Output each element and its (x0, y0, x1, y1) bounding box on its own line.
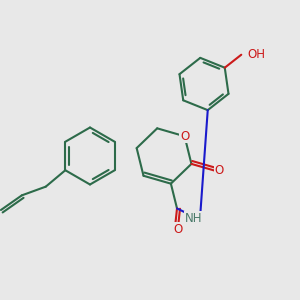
Text: O: O (214, 164, 224, 177)
Text: OH: OH (247, 48, 265, 61)
Text: NH: NH (184, 212, 202, 225)
Text: O: O (174, 223, 183, 236)
Text: O: O (180, 130, 189, 143)
